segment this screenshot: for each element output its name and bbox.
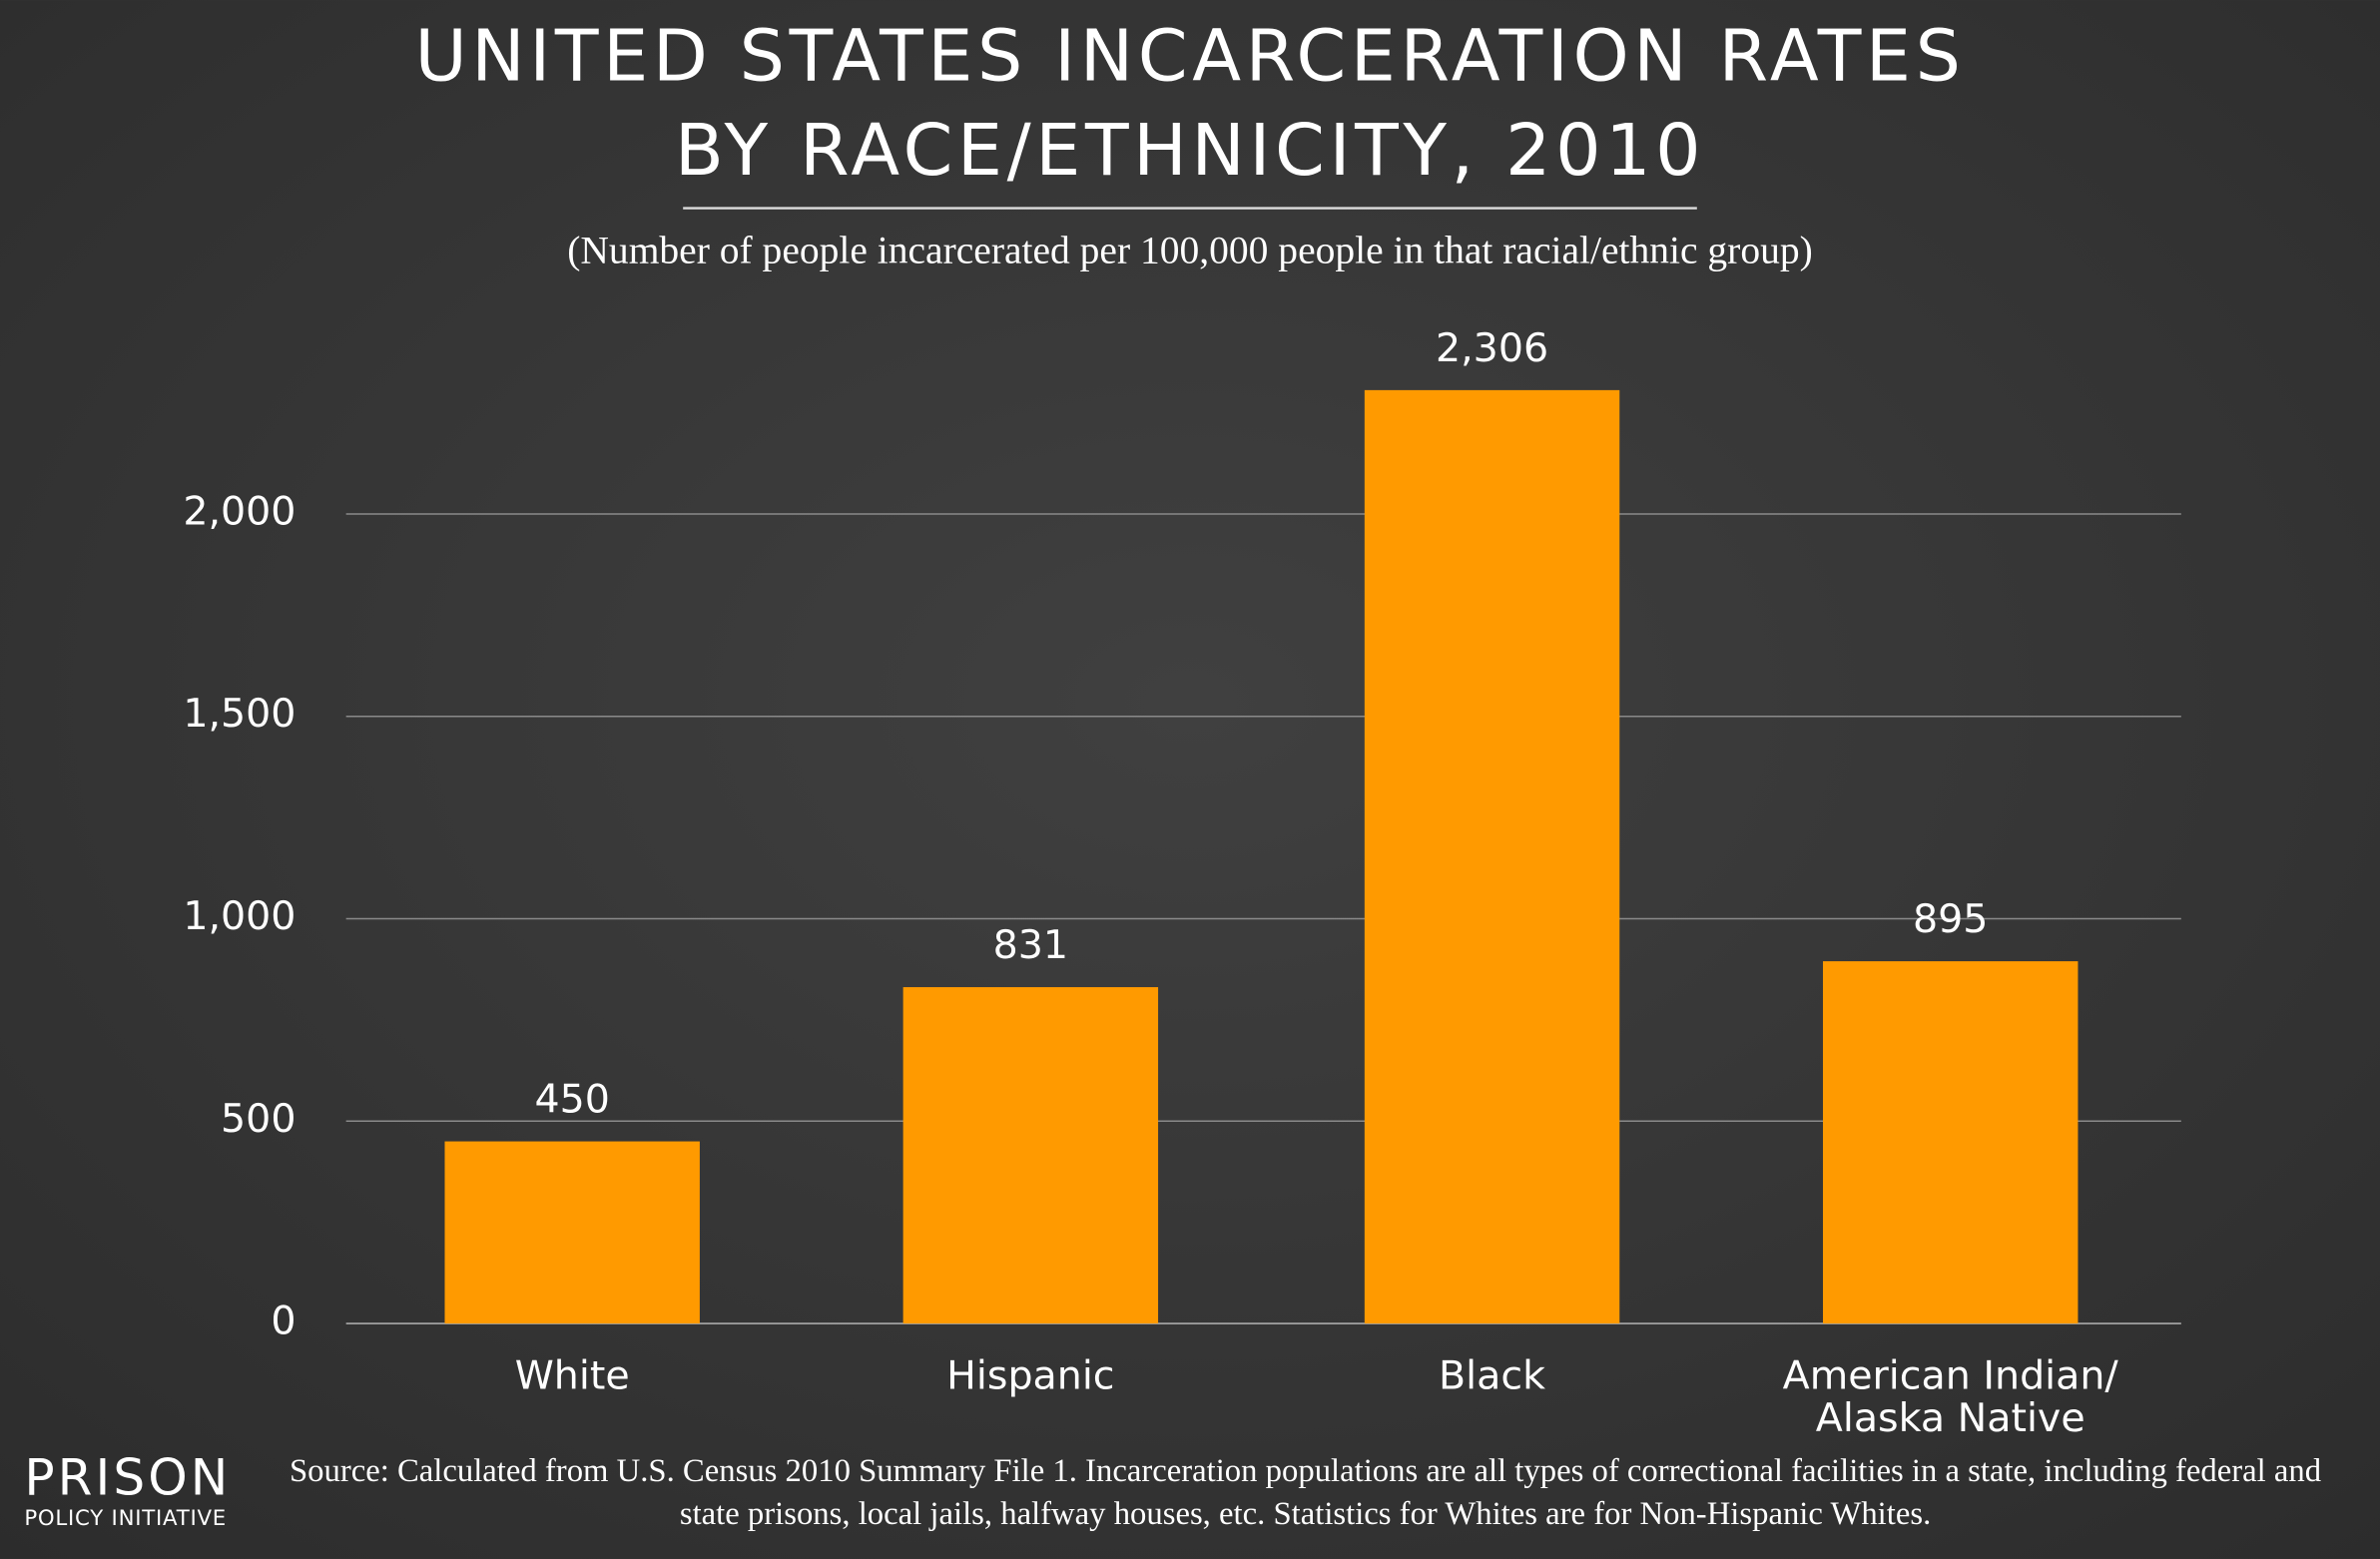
- y-tick-label: 500: [221, 1096, 296, 1142]
- source: Source: Calculated from U.S. Census 2010…: [289, 1452, 2322, 1532]
- x-tick-box: Black: [1439, 1354, 1546, 1400]
- x-tick-label: American Indian/ Alaska Native: [1782, 1354, 2118, 1442]
- value-label: 895: [1913, 896, 1988, 942]
- logo: POLICY INITIATIVE: [24, 1506, 227, 1531]
- chart-title: UNITED STATES INCARCERATION RATES: [414, 15, 1965, 98]
- y-tick-label: 2,000: [183, 488, 296, 534]
- x-tick-box: White: [514, 1354, 630, 1400]
- value-label: 450: [534, 1077, 609, 1123]
- x-tick-label: Black: [1439, 1354, 1546, 1400]
- source-box: Source: Calculated from U.S. Census 2010…: [289, 1452, 2322, 1532]
- bar: [1364, 389, 1620, 1324]
- y-tick-label: 1,000: [183, 893, 296, 939]
- bar: [444, 1141, 700, 1324]
- logo: PRISON: [24, 1448, 231, 1507]
- x-tick-label: White: [514, 1354, 630, 1400]
- y-tick-label: 1,500: [183, 691, 296, 737]
- bar: [1823, 961, 2079, 1324]
- chart-subtitle: (Number of people incarcerated per 100,0…: [567, 228, 1813, 271]
- x-tick-box: American Indian/ Alaska Native: [1782, 1354, 2118, 1442]
- x-tick-box: Hispanic: [946, 1354, 1115, 1400]
- bar: [902, 987, 1159, 1324]
- y-tick-label: 0: [271, 1299, 296, 1344]
- value-label: 831: [993, 922, 1068, 968]
- chart-title: BY RACE/ETHNICITY, 2010: [675, 109, 1705, 192]
- value-label: 2,306: [1436, 325, 1548, 371]
- x-tick-label: Hispanic: [946, 1354, 1115, 1400]
